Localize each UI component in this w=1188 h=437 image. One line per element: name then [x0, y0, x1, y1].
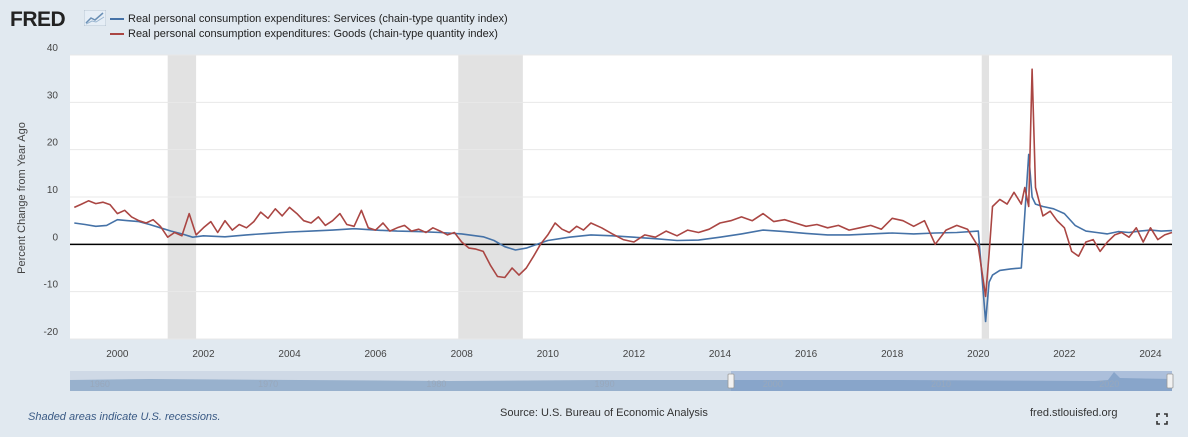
legend-label-goods: Real personal consumption expenditures: …	[128, 27, 498, 40]
x-tick-label: 2022	[1053, 349, 1076, 360]
x-tick-label: 2024	[1139, 349, 1162, 360]
x-tick-label: 2000	[106, 349, 129, 360]
y-tick-label: 0	[52, 232, 58, 243]
series-line-services[interactable]	[74, 153, 1173, 323]
x-tick-label: 2016	[795, 349, 818, 360]
x-tick-label: 2004	[278, 349, 301, 360]
fred-graph-icon	[84, 10, 106, 26]
navigator-handle-right[interactable]	[1166, 373, 1174, 389]
navigator-tick-label: 2010	[931, 379, 951, 389]
recession-note: Shaded areas indicate U.S. recessions.	[28, 411, 221, 423]
navigator-tick-label: 2020	[1099, 379, 1119, 389]
navigator-tick-label: 1960	[90, 379, 110, 389]
legend-label-services: Real personal consumption expenditures: …	[128, 12, 508, 25]
y-tick-label: 40	[47, 43, 59, 54]
navigator[interactable]: 1960 1970 1980 1990 2000 2010 2020	[70, 371, 1174, 391]
x-tick-label: 2018	[881, 349, 904, 360]
series-line-goods[interactable]	[73, 68, 1173, 298]
y-tick-labels: 40 30 20 10 0 -10 -20	[44, 43, 59, 338]
legend-swatch-goods	[110, 32, 124, 35]
x-tick-labels: 2000 2002 2004 2006 2008 2010 2012 2014 2016 2018…	[106, 349, 1162, 360]
navigator-tick-labels: 1960 1970 1980 1990 2000 2010 2020	[90, 379, 1119, 389]
y-tick-label: 10	[47, 185, 59, 196]
legend-item-services[interactable]: Real personal consumption expenditures: …	[110, 11, 508, 26]
x-tick-label: 2020	[967, 349, 990, 360]
y-tick-label: -10	[44, 280, 59, 291]
navigator-area	[70, 372, 1172, 391]
navigator-tick-label: 1970	[258, 379, 278, 389]
navigator-tick-label: 1990	[595, 379, 615, 389]
fred-logo: FRED	[10, 8, 66, 31]
y-tick-label: 30	[47, 90, 59, 101]
navigator-selection[interactable]	[731, 371, 1172, 391]
y-tick-label: 20	[47, 138, 59, 149]
x-tick-label: 2002	[192, 349, 215, 360]
x-tick-label: 2014	[709, 349, 732, 360]
fullscreen-icon[interactable]	[1156, 413, 1168, 425]
navigator-handle-left[interactable]	[727, 373, 735, 389]
x-tick-label: 2008	[451, 349, 474, 360]
navigator-tick-label: 1980	[426, 379, 446, 389]
legend-swatch-services	[110, 17, 124, 20]
fred-url-link[interactable]: fred.stlouisfed.org	[1030, 407, 1118, 419]
navigator-tick-label: 2000	[763, 379, 783, 389]
x-tick-label: 2012	[623, 349, 646, 360]
x-tick-label: 2006	[365, 349, 388, 360]
legend-item-goods[interactable]: Real personal consumption expenditures: …	[110, 26, 508, 41]
x-tick-label: 2010	[537, 349, 560, 360]
y-tick-label: -20	[44, 327, 59, 338]
source-text: Source: U.S. Bureau of Economic Analysis	[500, 407, 708, 419]
legend: Real personal consumption expenditures: …	[110, 11, 508, 41]
series-lines	[73, 68, 1173, 323]
